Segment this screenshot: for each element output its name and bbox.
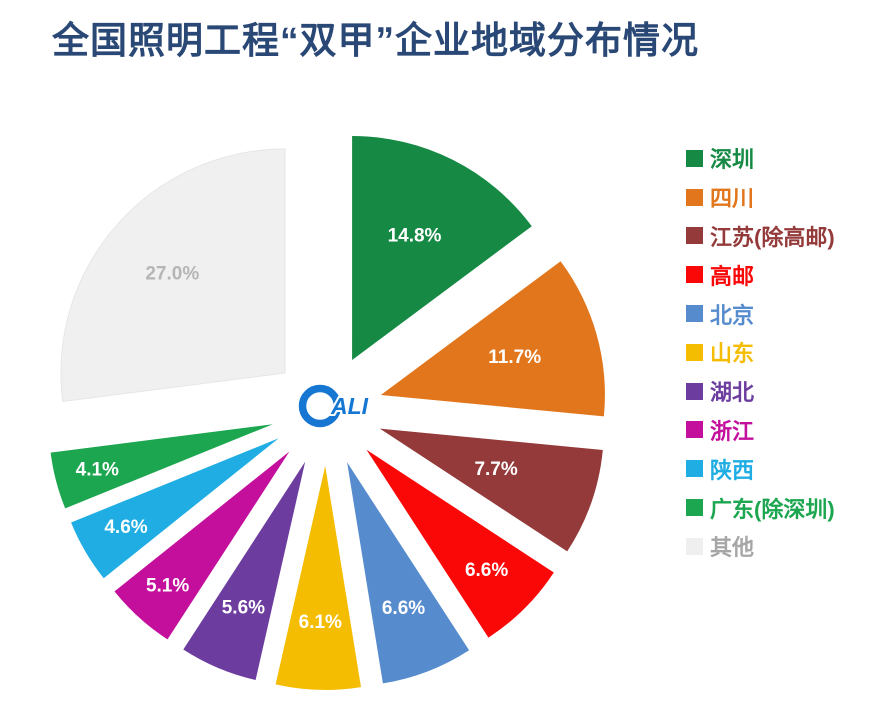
legend-item-2: 四川: [686, 178, 835, 217]
pie-slice-2: [380, 261, 605, 417]
pie-slice-label-2: 11.7%: [488, 347, 541, 368]
pie-slice-label-3: 7.7%: [474, 459, 517, 480]
pie-slice-6: [275, 466, 361, 690]
pie-slice-label-6: 6.1%: [299, 612, 342, 633]
legend-swatch-icon: [686, 149, 703, 167]
legend-item-6: 山东: [686, 333, 835, 372]
legend-item-9: 陕西: [686, 449, 835, 488]
pie-slice-10: [50, 424, 273, 509]
legend-item-5: 北京: [686, 294, 835, 333]
legend-label: 北京: [710, 302, 755, 328]
pie-slice-label-4: 6.6%: [465, 560, 508, 581]
pie-slices-layer: [50, 136, 605, 690]
pie-slice-label-5: 6.6%: [382, 598, 425, 619]
legend-item-10: 广东(除深圳): [686, 488, 835, 527]
legend-swatch-icon: [686, 460, 703, 478]
legend-label: 深圳: [710, 147, 755, 173]
legend-swatch-icon: [686, 266, 703, 284]
chart-legend: 深圳四川江苏(除高邮) 高邮北京山东湖北浙江陕西广东(除深圳) 其他: [686, 139, 835, 566]
legend-label: 陕西: [710, 457, 755, 483]
legend-label: 湖北: [710, 380, 755, 406]
pie-slice-3: [379, 428, 603, 552]
legend-swatch-icon: [686, 382, 703, 400]
pie-slice-7: [183, 461, 306, 680]
legend-swatch-icon: [686, 343, 703, 361]
legend-swatch-icon: [686, 227, 703, 245]
legend-item-8: 浙江: [686, 411, 835, 450]
pie-slice-11: [60, 148, 286, 403]
legend-swatch-icon: [686, 188, 703, 206]
cali-logo-ring-icon: [298, 384, 342, 428]
cali-logo-text: ALI: [330, 393, 369, 419]
legend-label: 广东(除深圳): [710, 496, 835, 522]
legend-swatch-icon: [686, 537, 703, 555]
legend-label: 浙江: [710, 418, 755, 444]
cali-logo: ALI: [298, 384, 371, 428]
pie-slice-label-8: 5.1%: [146, 576, 189, 597]
pie-slice-1: [352, 136, 532, 360]
pie-slice-5: [347, 462, 470, 684]
pie-slice-label-11: 27.0%: [145, 263, 199, 284]
legend-label: 其他: [710, 535, 755, 561]
legend-item-7: 湖北: [686, 372, 835, 411]
legend-item-1: 深圳: [686, 139, 835, 178]
legend-label: 四川: [710, 186, 755, 212]
pie-slice-label-7: 5.6%: [222, 598, 265, 619]
legend-label: 高邮: [710, 263, 755, 289]
legend-swatch-icon: [686, 499, 703, 517]
pie-slice-4: [366, 449, 554, 638]
pie-slice-label-9: 4.6%: [104, 517, 147, 538]
legend-label: 江苏(除高邮): [710, 224, 835, 250]
legend-label: 山东: [710, 341, 755, 367]
pie-slice-9: [71, 438, 279, 579]
pie-labels-layer: 14.8% 11.7% 7.7% 6.6% 6.6% 6.1% 5.6% 5.1% 4.6% 4.…: [76, 225, 542, 633]
pie-slice-8: [114, 451, 290, 640]
legend-item-3: 江苏(除高邮): [686, 217, 835, 256]
legend-item-11: 其他: [686, 527, 835, 566]
pie-slice-label-10: 4.1%: [76, 460, 119, 481]
legend-swatch-icon: [686, 421, 703, 439]
page-title: 全国照明工程“双甲”企业地域分布情况: [52, 20, 699, 61]
legend-swatch-icon: [686, 305, 703, 323]
pie-slice-label-1: 14.8%: [388, 225, 442, 246]
legend-item-4: 高邮: [686, 255, 835, 294]
